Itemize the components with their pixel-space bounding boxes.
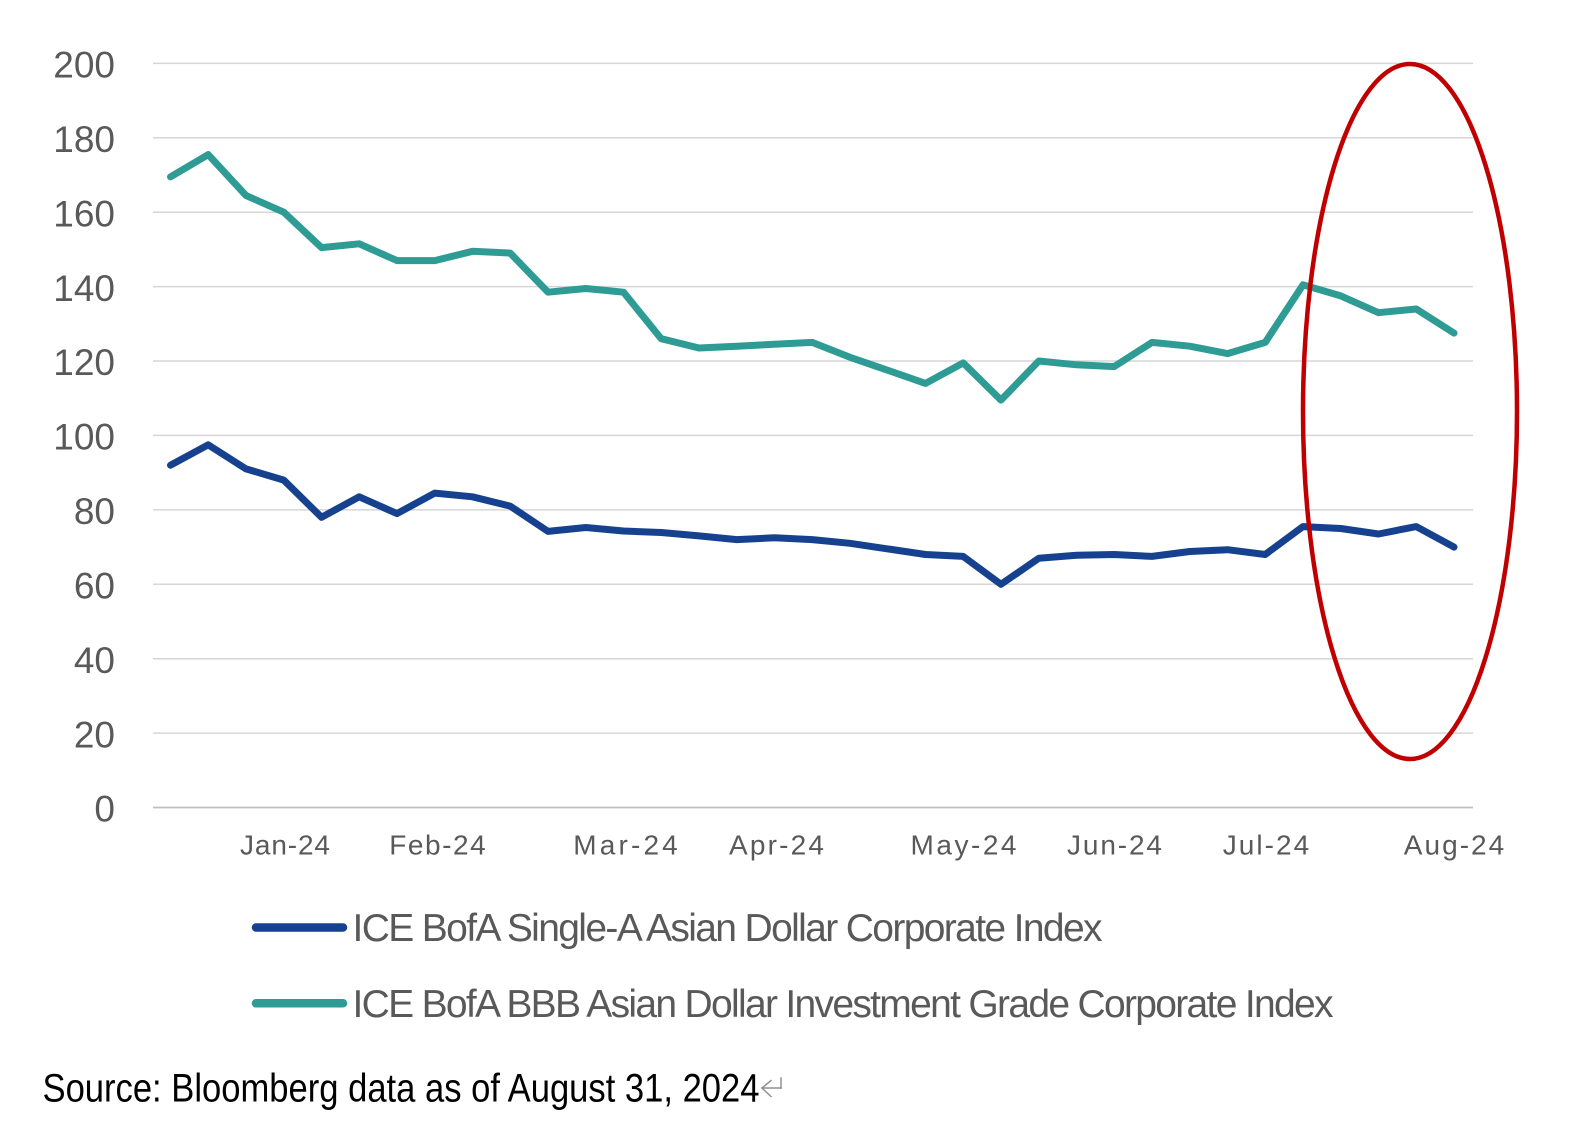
svg-text:May-24: May-24: [911, 830, 1017, 861]
svg-text:160: 160: [53, 193, 115, 234]
svg-text:ICE BofA Single-A Asian Dollar: ICE BofA Single-A Asian Dollar Corporate…: [353, 907, 1104, 950]
svg-text:ICE BofA BBB Asian Dollar Inve: ICE BofA BBB Asian Dollar Investment Gra…: [353, 983, 1335, 1026]
svg-text:60: 60: [74, 566, 115, 607]
svg-text:200: 200: [53, 45, 115, 86]
svg-text:Source: Bloomberg data as of A: Source: Bloomberg data as of August 31, …: [43, 1067, 760, 1111]
svg-text:Jul-24: Jul-24: [1223, 830, 1310, 861]
svg-text:120: 120: [53, 342, 115, 383]
svg-text:Feb-24: Feb-24: [389, 830, 486, 861]
svg-text:180: 180: [53, 119, 115, 160]
svg-text:100: 100: [53, 417, 115, 458]
svg-text:Jun-24: Jun-24: [1067, 830, 1162, 861]
svg-text:Apr-24: Apr-24: [729, 830, 824, 861]
svg-text:40: 40: [74, 640, 115, 681]
svg-text:Aug-24: Aug-24: [1404, 830, 1505, 861]
svg-text:Jan-24: Jan-24: [240, 830, 330, 861]
svg-text:80: 80: [74, 491, 115, 532]
svg-text:Mar-24: Mar-24: [573, 830, 678, 861]
svg-text:20: 20: [74, 714, 115, 755]
svg-text:0: 0: [94, 789, 115, 830]
svg-text:140: 140: [53, 268, 115, 309]
